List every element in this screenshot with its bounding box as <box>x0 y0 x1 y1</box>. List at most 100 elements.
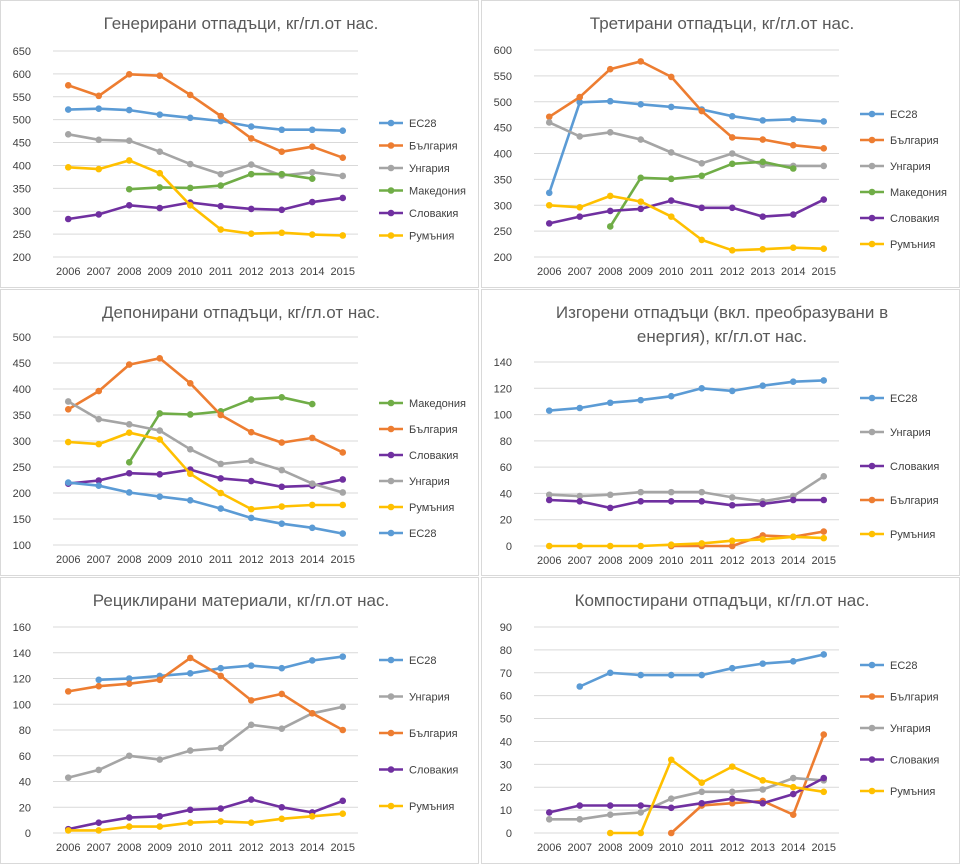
legend-item: Румъния <box>379 502 454 514</box>
series-2 <box>64 466 347 491</box>
data-point <box>278 466 286 474</box>
data-point <box>247 123 255 130</box>
data-point <box>247 230 255 237</box>
legend-item: Румъния <box>379 801 454 813</box>
data-point <box>667 73 675 81</box>
y-tick-label: 500 <box>13 332 31 344</box>
data-point <box>64 688 72 695</box>
y-tick-label: 400 <box>494 149 512 161</box>
data-point <box>606 491 614 499</box>
series-4 <box>545 533 828 550</box>
y-tick-label: 160 <box>13 622 31 634</box>
data-point <box>789 790 797 798</box>
y-tick-label: 120 <box>494 383 512 395</box>
y-tick-label: 300 <box>13 206 31 218</box>
legend-label: Словакия <box>409 450 458 462</box>
data-point <box>339 810 347 817</box>
y-tick-label: 250 <box>494 226 512 238</box>
legend-item: ЕС28 <box>379 118 437 130</box>
legend-item: Румъния <box>379 231 454 243</box>
data-point <box>308 434 316 442</box>
x-tick-label: 2014 <box>300 554 324 566</box>
legend-label: Словакия <box>409 208 458 220</box>
y-tick-label: 550 <box>494 71 512 83</box>
data-point <box>576 498 584 505</box>
data-point <box>576 204 584 211</box>
series-line <box>68 159 343 237</box>
legend-label: ЕС28 <box>890 109 918 121</box>
data-point <box>820 528 828 535</box>
y-tick-label: 500 <box>13 115 31 127</box>
data-point <box>125 71 133 78</box>
data-point <box>576 683 584 690</box>
legend-marker <box>387 209 395 217</box>
data-point <box>308 501 316 509</box>
x-tick-label: 2007 <box>87 266 111 278</box>
data-point <box>820 245 828 253</box>
x-tick-label: 2012 <box>720 266 744 278</box>
data-point <box>156 756 164 763</box>
series-2 <box>545 774 828 823</box>
data-point <box>217 117 225 125</box>
data-point <box>278 503 286 510</box>
y-tick-label: 0 <box>506 828 512 840</box>
series-3 <box>606 158 797 230</box>
y-tick-label: 200 <box>494 252 512 264</box>
data-point <box>156 823 164 830</box>
y-tick-label: 250 <box>13 229 31 241</box>
data-point <box>186 91 194 99</box>
y-tick-label: 20 <box>500 515 512 527</box>
x-tick-label: 2009 <box>629 842 653 854</box>
y-tick-label: 100 <box>13 540 31 552</box>
series-line <box>67 705 344 779</box>
data-point <box>156 184 164 191</box>
legend-marker <box>387 503 395 511</box>
data-point <box>637 58 645 65</box>
data-point <box>156 169 164 177</box>
data-point <box>637 174 645 182</box>
x-tick-label: 2015 <box>331 842 355 854</box>
series-4 <box>64 810 347 834</box>
series-line <box>68 196 343 221</box>
data-point <box>667 829 675 837</box>
legend-label: България <box>409 424 458 436</box>
legend-label: България <box>890 495 939 507</box>
series-5 <box>64 157 347 239</box>
y-tick-label: 80 <box>19 725 31 737</box>
chart-panel-recycled: Рециклирани материали, кг/гл.от нас. 0 20 4… <box>0 577 479 864</box>
series-3 <box>64 398 347 496</box>
data-point <box>789 211 797 218</box>
data-point <box>247 721 255 729</box>
data-point <box>576 213 584 220</box>
legend-marker <box>868 462 876 470</box>
data-point <box>637 488 645 496</box>
data-point <box>217 818 225 825</box>
series-line <box>68 107 343 132</box>
chart-panel-incinerated: Изгорени отпадъци (вкл. преобразувани в е… <box>481 289 960 576</box>
data-point <box>667 103 675 111</box>
y-tick-label: 350 <box>13 410 31 422</box>
data-point <box>125 429 133 436</box>
data-point <box>789 658 797 665</box>
data-point <box>186 379 194 387</box>
x-tick-label: 2009 <box>148 842 172 854</box>
data-point <box>759 660 767 667</box>
x-tick-label: 2008 <box>117 554 141 566</box>
data-point <box>728 246 736 254</box>
legend-item: Унгария <box>860 161 931 173</box>
data-point <box>820 145 828 152</box>
data-point <box>125 459 133 466</box>
legend-marker <box>387 529 395 537</box>
data-point <box>64 215 72 223</box>
data-point <box>789 378 797 386</box>
y-tick-label: 550 <box>13 92 31 104</box>
data-point <box>95 827 103 834</box>
data-point <box>247 514 255 522</box>
data-point <box>759 117 767 124</box>
data-point <box>698 779 706 786</box>
data-point <box>576 492 584 500</box>
data-point <box>64 827 72 834</box>
data-point <box>217 182 225 189</box>
data-point <box>308 169 316 176</box>
x-tick-label: 2010 <box>659 842 683 854</box>
